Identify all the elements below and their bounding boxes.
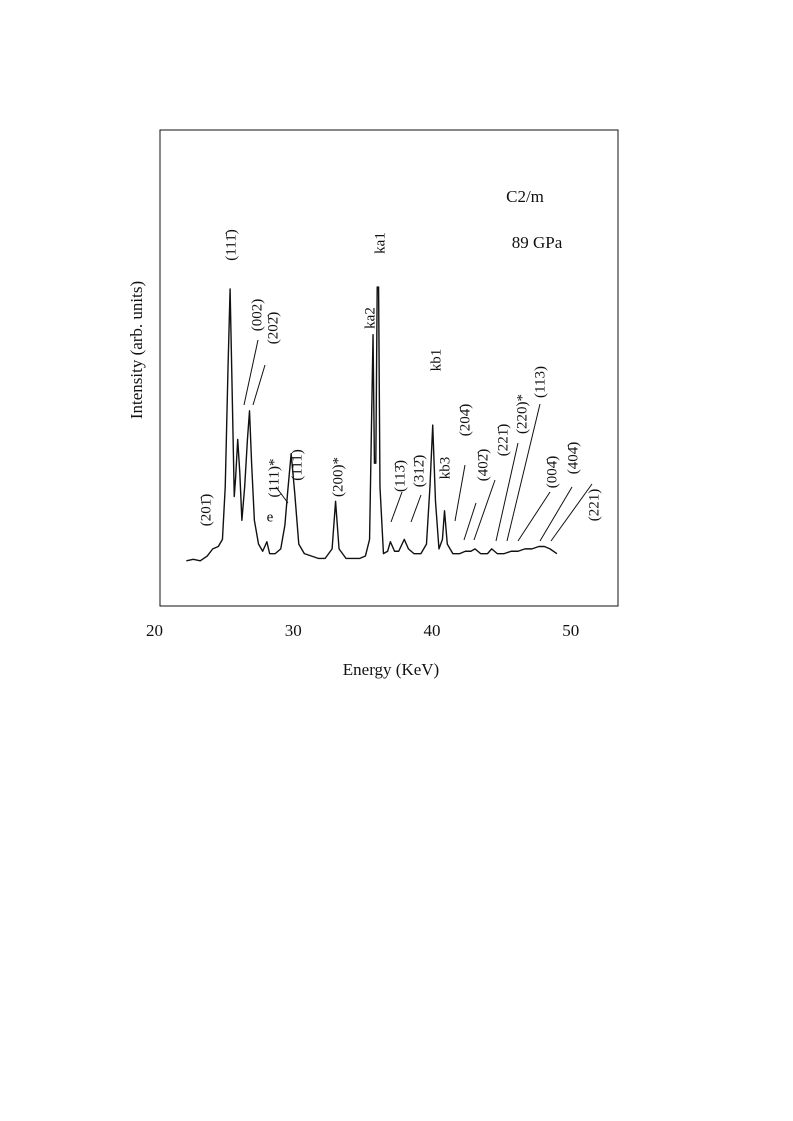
annotation: (111̄)	[223, 229, 239, 260]
annotation: (111)*	[266, 459, 282, 498]
annotation-leader	[539, 486, 573, 542]
annotation: (221)	[586, 489, 602, 522]
annotation-leader	[495, 442, 519, 542]
annotation: (200)*	[330, 457, 346, 497]
x-tick-label: 40	[424, 621, 441, 640]
annotation-leader	[517, 491, 551, 542]
annotation-leader	[390, 491, 403, 523]
annotation: (404̄)	[565, 442, 581, 475]
x-tick-label: 30	[285, 621, 302, 640]
annotation: (113̄)	[392, 460, 408, 492]
annotation-leader	[463, 502, 477, 541]
annotation: kb3	[437, 457, 453, 480]
annotation: (402̄)	[475, 449, 491, 482]
annotation: (002)	[249, 299, 265, 332]
annotation: (204̄)	[457, 404, 473, 437]
annotation: (202̄)	[265, 312, 281, 345]
annotation: (004̄)	[544, 456, 560, 489]
annotation: ka2	[362, 307, 378, 329]
annotation: (312̄)	[411, 455, 427, 488]
annotation: (111)	[289, 449, 305, 480]
annotation: kb1	[428, 349, 444, 372]
plot-frame	[159, 129, 619, 607]
annotation: (221̄)	[495, 424, 511, 457]
annotation: e	[267, 509, 274, 525]
annotation-leader	[252, 364, 266, 406]
x-axis-label: Energy (KeV)	[343, 660, 439, 679]
annotation: C2/m	[506, 187, 544, 206]
annotation: 89 GPa	[512, 233, 563, 252]
y-axis-label: Intensity (arb. units)	[127, 281, 146, 419]
annotation: (201̄)	[198, 494, 214, 527]
annotation-leader	[506, 403, 541, 542]
annotation-leader	[243, 339, 259, 406]
annotation: ka1	[372, 232, 388, 254]
annotation-leader	[275, 486, 289, 504]
annotation: (220)*	[514, 394, 530, 434]
annotation-leader	[410, 494, 422, 523]
spectrum-line	[186, 286, 558, 562]
x-tick-label: 50	[562, 621, 579, 640]
annotation-leader	[454, 464, 466, 522]
annotation-leader	[473, 479, 496, 541]
annotation-leader	[550, 483, 593, 542]
annotation: (113)	[532, 366, 548, 398]
x-tick-label: 20	[146, 621, 163, 640]
